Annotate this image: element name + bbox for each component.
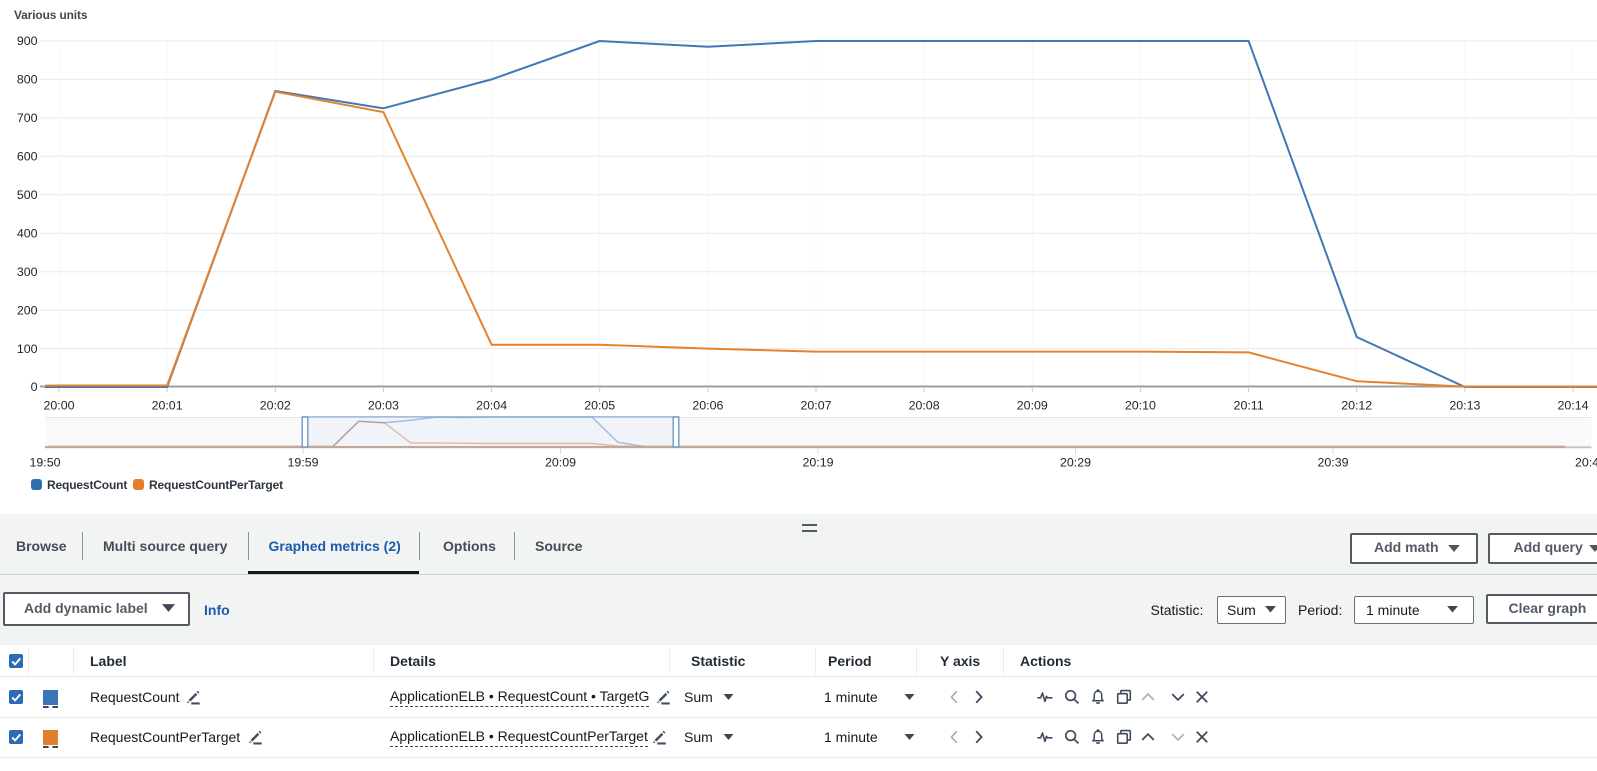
svg-text:20:01: 20:01 <box>152 399 183 413</box>
svg-text:200: 200 <box>17 303 38 317</box>
svg-text:19:50: 19:50 <box>29 456 60 470</box>
svg-text:20:03: 20:03 <box>368 399 399 413</box>
svg-text:500: 500 <box>17 188 38 202</box>
svg-text:20:49: 20:49 <box>1575 456 1597 470</box>
svg-text:20:07: 20:07 <box>800 399 831 413</box>
svg-text:400: 400 <box>17 226 38 240</box>
svg-text:Various units: Various units <box>14 8 88 22</box>
svg-text:20:11: 20:11 <box>1234 399 1264 413</box>
svg-text:900: 900 <box>17 34 38 48</box>
svg-text:20:13: 20:13 <box>1449 399 1480 413</box>
svg-text:20:09: 20:09 <box>545 456 576 470</box>
svg-text:20:09: 20:09 <box>1017 399 1048 413</box>
svg-text:800: 800 <box>17 73 38 87</box>
svg-text:700: 700 <box>17 111 38 125</box>
svg-text:20:05: 20:05 <box>584 399 615 413</box>
svg-text:20:39: 20:39 <box>1317 456 1348 470</box>
svg-text:20:04: 20:04 <box>476 399 507 413</box>
svg-text:20:06: 20:06 <box>692 399 723 413</box>
svg-text:0: 0 <box>31 380 38 394</box>
svg-text:100: 100 <box>17 342 38 356</box>
svg-text:20:14: 20:14 <box>1557 399 1588 413</box>
svg-text:20:29: 20:29 <box>1060 456 1091 470</box>
svg-text:19:59: 19:59 <box>287 456 318 470</box>
svg-text:20:10: 20:10 <box>1125 399 1156 413</box>
svg-text:20:19: 20:19 <box>802 456 833 470</box>
svg-text:20:12: 20:12 <box>1341 399 1372 413</box>
svg-text:300: 300 <box>17 265 38 279</box>
svg-text:20:00: 20:00 <box>43 399 74 413</box>
svg-text:600: 600 <box>17 150 38 164</box>
svg-text:20:08: 20:08 <box>909 399 940 413</box>
svg-text:20:02: 20:02 <box>260 399 291 413</box>
